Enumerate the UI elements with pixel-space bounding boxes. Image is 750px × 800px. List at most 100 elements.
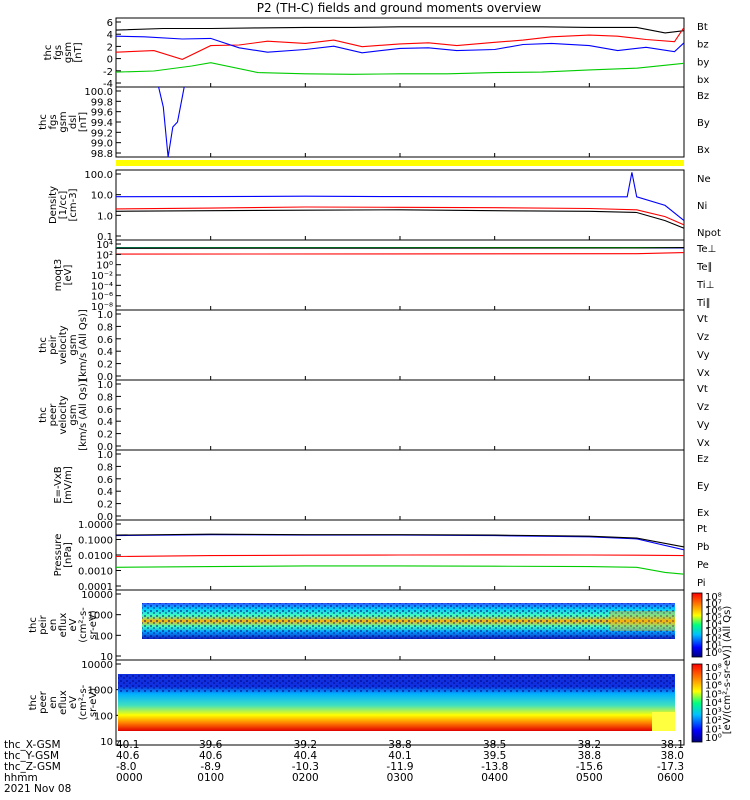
y-tick-label: 10⁻⁶: [91, 292, 113, 303]
panel-frame: [115, 169, 685, 241]
series-line-density-0: [115, 172, 685, 222]
colorbar-tick-label: 10³: [705, 627, 722, 638]
legend-entry: Bt: [697, 22, 708, 33]
y-tick-label: 0: [107, 55, 113, 66]
y-tick-label: 10⁻⁴: [91, 281, 113, 292]
y-tick-label: 0.2: [97, 360, 113, 371]
colorbar-ticks: 10⁸10⁷10⁶10⁵10⁴10³10²10¹10⁰10⁸10⁷10⁶10⁵1…: [705, 592, 722, 744]
legend-entry: Te∥: [696, 262, 713, 273]
y-axis-label: thc: [43, 45, 54, 61]
x-axis-value: 0500: [576, 772, 603, 784]
y-tick-label: 98.8: [91, 149, 113, 160]
y-tick-label: 0.0: [97, 512, 113, 523]
ion-spectrogram: [142, 603, 675, 639]
panel-peer_vel: 1.00.8 0.60.4 0.20.0 thc peer velocity gsm [km/…: [38, 379, 710, 453]
legend-entry: Vy: [697, 350, 710, 361]
series-line-pressure-1: [115, 533, 685, 548]
x-axis-value: 0600: [657, 772, 684, 784]
y-tick-label: 0.0100: [78, 551, 113, 562]
y-axis-label: E=-VxB: [53, 466, 64, 503]
legend-entry: bx: [697, 75, 709, 86]
x-axis-value: 40.4: [294, 750, 318, 762]
electron-spectrogram: [118, 674, 675, 731]
y-axis-label: gsm: [58, 111, 69, 132]
x-axis-value: 39.6: [199, 739, 223, 751]
legend-entry: by: [697, 57, 709, 68]
y-axis-label: velocity: [58, 325, 69, 364]
y-axis-label: en: [48, 696, 59, 709]
colorbar-tick-label: 10⁷: [705, 672, 722, 683]
x-axis-row-label: thc_Z-GSM: [4, 761, 61, 773]
panel-frame: [115, 309, 685, 381]
panel-frame: [115, 86, 685, 158]
series-line-pressure-2: [115, 554, 685, 558]
y-tick-label: 10²: [96, 250, 113, 261]
legend-entry: Pt: [697, 524, 707, 535]
x-axis-value: 38.8: [388, 739, 411, 751]
legend-entry: bz: [697, 40, 709, 51]
legend-entry: Bx: [697, 145, 710, 156]
y-tick-label: 100.0: [84, 170, 113, 181]
series-line-fgs-2: [115, 62, 685, 75]
x-axis-value: 0000: [116, 772, 143, 784]
y-tick-label: 10000: [81, 660, 113, 671]
x-axis-value: 0300: [387, 772, 414, 784]
y-axis-label: [km/s (All Qs)]: [78, 309, 89, 381]
x-axis-value: -17.3: [657, 761, 684, 773]
y-axis-label: [eV]: [63, 265, 74, 286]
y-tick-label: 99.2: [91, 128, 113, 139]
y-axis-label: eflux: [58, 690, 69, 715]
legend-entry: Ey: [697, 481, 709, 492]
y-tick-label: 1.0000: [78, 520, 113, 531]
y-axis-label: thc: [38, 407, 49, 423]
legend-entry: Vx: [697, 438, 710, 449]
y-tick-label: 6: [107, 18, 113, 29]
x-axis-value: 38.5: [483, 739, 506, 751]
y-tick-label: 10: [100, 652, 113, 663]
y-axis-label: en: [48, 619, 59, 632]
y-tick-label: 99.6: [91, 108, 113, 119]
y-tick-label: 10000: [81, 590, 113, 601]
legend-entry: Vz: [697, 402, 709, 413]
y-axis-label: [1/cc]: [58, 191, 69, 220]
x-axis-row-label: 2021 Nov 08: [4, 783, 71, 795]
y-tick-label: -2: [103, 67, 113, 78]
legend-entry: Ne: [697, 174, 711, 185]
x-axis-value: 38.1: [661, 739, 684, 751]
x-axis-row-label: thc_Y-GSM: [4, 750, 59, 762]
colorbar-tick-label: 10²: [705, 716, 722, 727]
panel-frame: [115, 449, 685, 521]
y-tick-label: 1.0: [97, 211, 113, 222]
x-axis-value: 0400: [481, 772, 508, 784]
y-tick-label: 0.4: [97, 487, 113, 498]
y-tick-label: 100.0: [84, 87, 113, 98]
legend-entry: Pb: [697, 542, 709, 553]
y-axis-label: gsm: [68, 404, 79, 425]
y-axis-label: [cm-3]: [68, 188, 79, 221]
y-tick-label: 0.4: [97, 417, 113, 428]
x-axis-value: 40.1: [388, 750, 411, 762]
panel-peir_vel: 1.00.8 0.60.4 0.20.0 thc peir velocity gsm [km/…: [38, 309, 710, 383]
legend-entry: Vt: [697, 314, 708, 325]
x-axis-row-label: hhmm: [4, 772, 38, 784]
x-axis-value: 38.2: [578, 739, 601, 751]
y-tick-label: 1000: [88, 686, 113, 697]
y-tick-label: 0.8: [97, 392, 113, 403]
x-axis-value: 40.6: [199, 750, 223, 762]
colorbar-tick-label: 10⁴: [705, 698, 722, 709]
x-axis-row-label: thc_X-GSM: [4, 739, 61, 751]
x-axis-value: 38.0: [661, 750, 684, 762]
y-tick-label: 1.0: [97, 310, 113, 321]
y-tick-label: 0.2: [97, 430, 113, 441]
legend-entry: Pe: [697, 560, 709, 571]
colorbar-tick-label: 10⁴: [705, 620, 722, 631]
y-axis-label: sr-eV): [88, 688, 99, 717]
y-tick-label: 99.4: [91, 118, 113, 129]
legend-entry: By: [697, 118, 710, 129]
y-axis-label: Pressure: [53, 534, 64, 577]
y-tick-label: 99.0: [91, 139, 113, 150]
colorbar-tick-label: 10¹: [705, 724, 722, 735]
